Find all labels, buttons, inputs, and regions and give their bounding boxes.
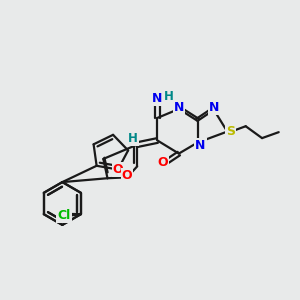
Text: H: H bbox=[128, 132, 138, 145]
Text: O: O bbox=[112, 163, 123, 176]
Text: N: N bbox=[209, 101, 219, 114]
Text: S: S bbox=[226, 125, 235, 138]
Text: N: N bbox=[152, 92, 163, 105]
Text: O: O bbox=[122, 169, 132, 182]
Text: N: N bbox=[195, 139, 206, 152]
Text: N: N bbox=[174, 101, 184, 114]
Text: Cl: Cl bbox=[58, 209, 71, 222]
Text: O: O bbox=[157, 156, 168, 169]
Text: Cl: Cl bbox=[57, 209, 70, 222]
Text: H: H bbox=[164, 90, 174, 103]
